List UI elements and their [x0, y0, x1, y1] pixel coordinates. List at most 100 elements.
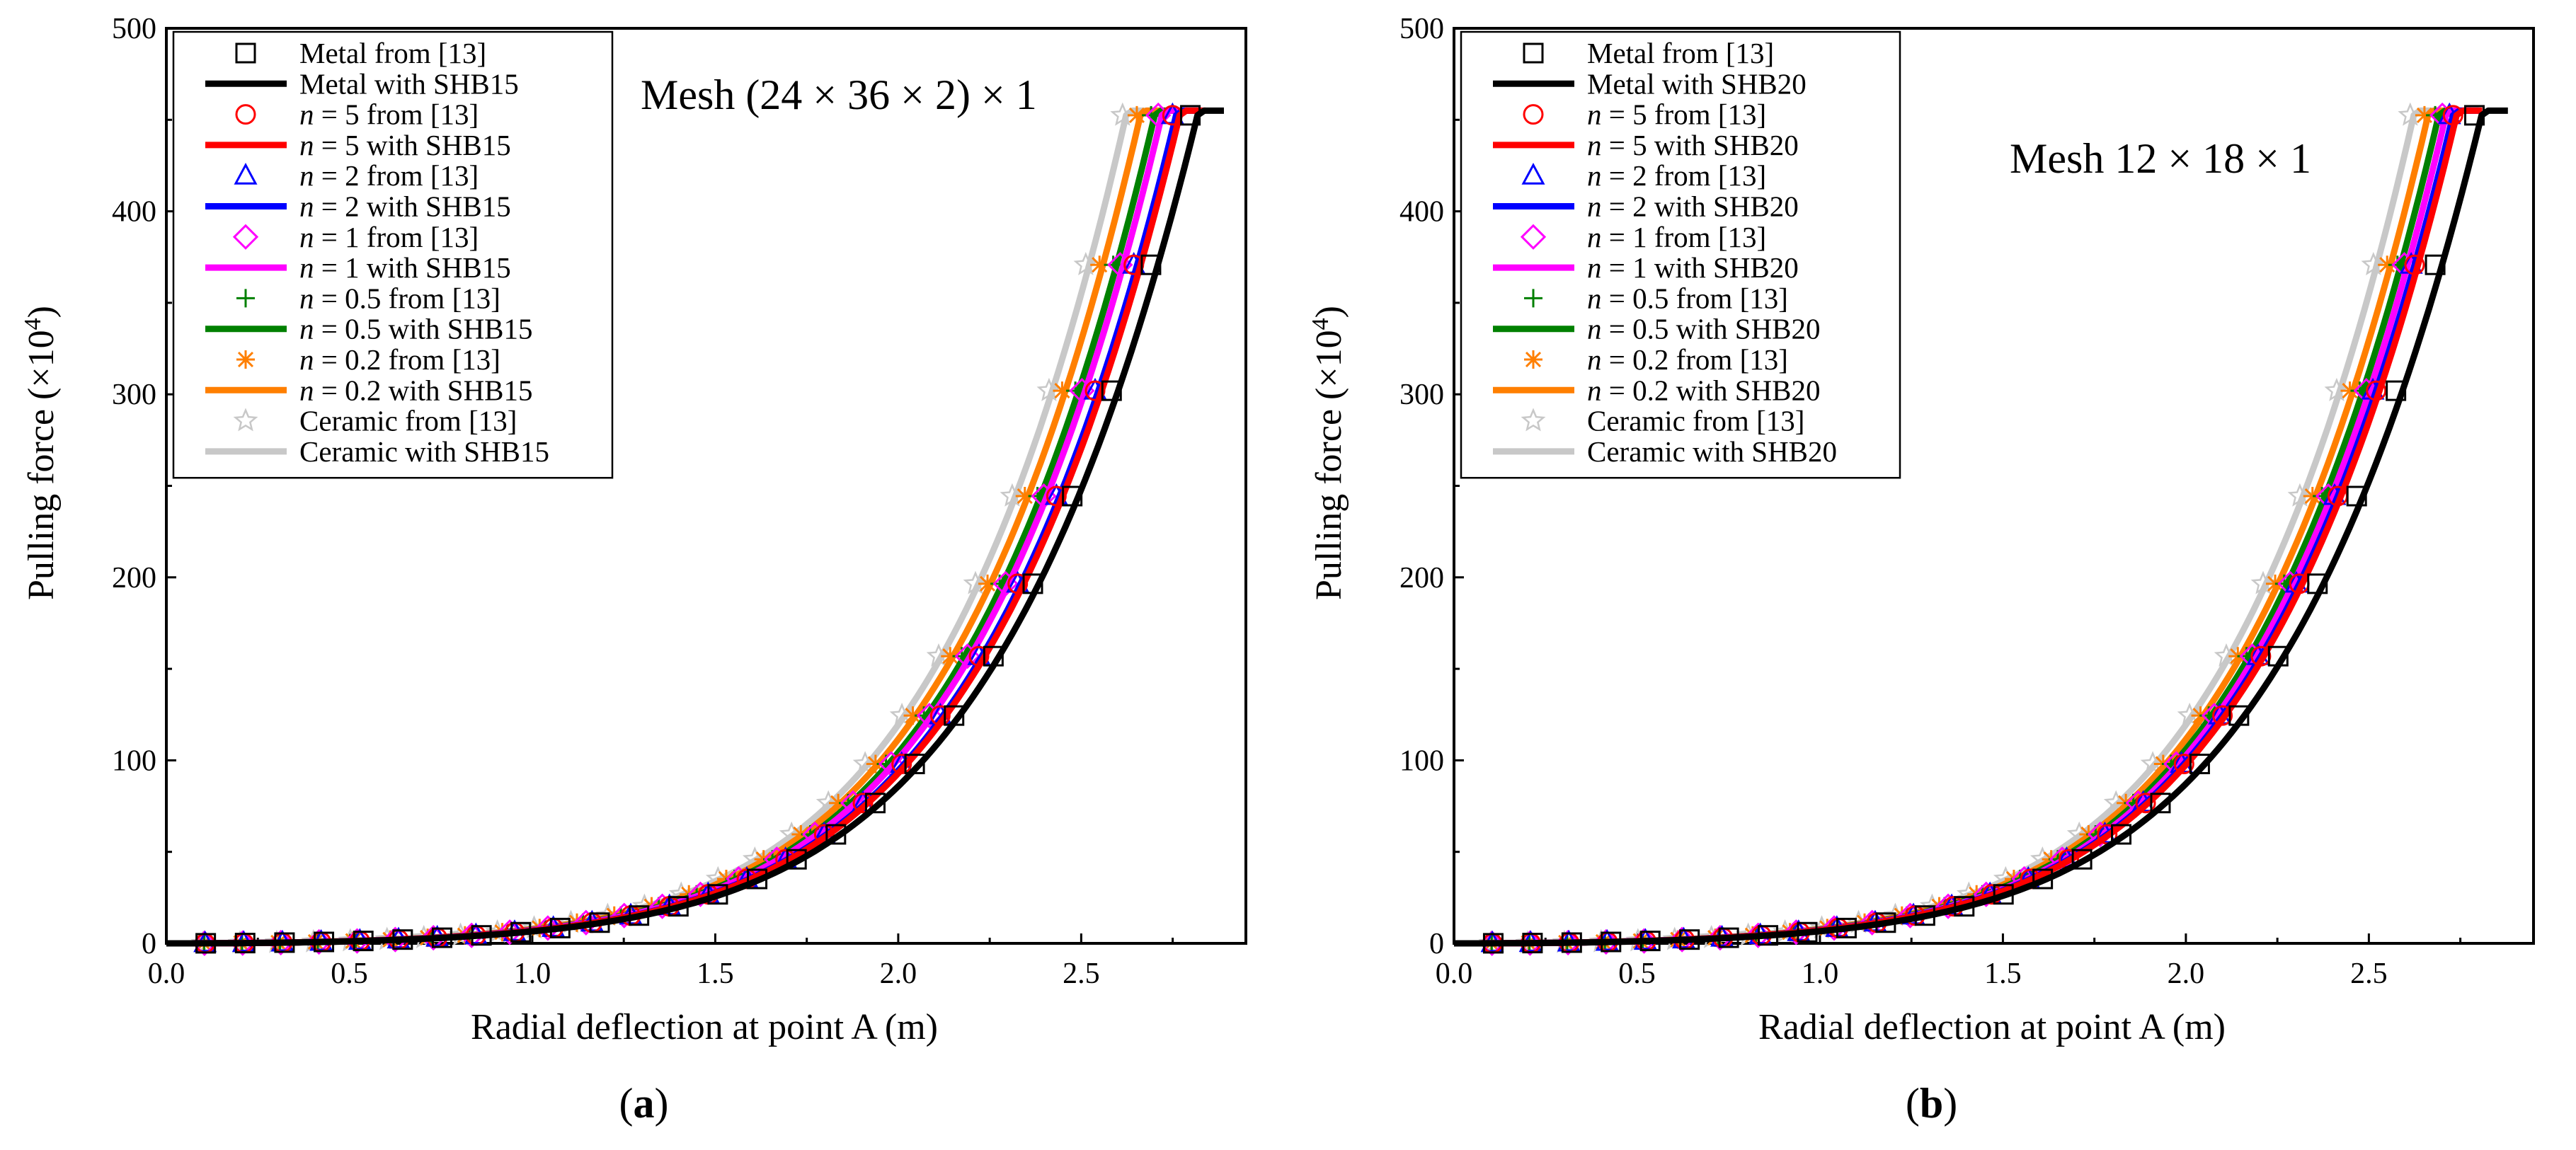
chart-a-ylabel-end: )	[21, 305, 62, 318]
chart-a-data-point	[431, 927, 452, 948]
chart-b-data-point	[1718, 927, 1739, 948]
chart-a-legend-label: Ceramic from [13]	[299, 405, 517, 437]
chart-a-legend-label: n = 0.5 from [13]	[299, 282, 500, 314]
chart-a-data-point	[264, 929, 290, 953]
chart-a-data-point	[1073, 251, 1099, 275]
caption-b-letter: b	[1919, 1080, 1944, 1127]
chart-b-series-markers-metal	[1482, 105, 2485, 954]
chart-b-data-point	[2212, 705, 2233, 726]
chart-b-x-tick-label: 1.5	[1984, 958, 2022, 990]
chart-a-data-point	[941, 647, 960, 666]
chart-a-series-markers-metal	[195, 105, 1201, 954]
chart-b-data-point	[1875, 912, 1896, 933]
chart-b-data-point	[2303, 487, 2322, 506]
chart-b-data-point	[2464, 105, 2485, 126]
chart-b-data-point	[2228, 705, 2250, 726]
chart-a-data-point	[903, 706, 922, 725]
chart-a-legend-swatch-marker	[233, 408, 258, 432]
chart-a-legend-label: Metal from [13]	[299, 37, 486, 69]
chart-b-data-point	[2366, 380, 2387, 401]
chart-b-data-point	[1482, 933, 1504, 954]
chart-b-data-point	[2415, 105, 2434, 125]
chart-a-y-tick-label: 500	[112, 13, 156, 45]
chart-b-series-line-metal	[1454, 107, 2508, 947]
chart-b-data-point	[2071, 849, 2093, 870]
chart-a-legend-swatch-marker	[236, 350, 255, 369]
chart-a-data-point	[852, 793, 874, 814]
chart-a-legend-label: n = 2 with SHB15	[299, 190, 511, 223]
chart-a-data-point	[1145, 102, 1172, 129]
caption-b: (b)	[1905, 1080, 1958, 1127]
chart-b-data-point	[2426, 105, 2445, 125]
chart-b-y-tick-label: 400	[1399, 196, 1444, 229]
chart-a-data-point	[1053, 381, 1072, 401]
chart-a-legend-label: n = 1 with SHB15	[299, 251, 511, 284]
chart-b-data-point	[1679, 929, 1700, 950]
chart-a-data-point	[904, 753, 925, 774]
chart-a-y-tick-label: 200	[112, 562, 156, 594]
chart-b-legend-label: n = 0.2 from [13]	[1587, 343, 1788, 376]
chart-b-legend-label: n = 5 with SHB20	[1587, 129, 1799, 161]
chart-a-legend-label: Ceramic with SHB15	[299, 435, 549, 468]
chart-b-legend-swatch-marker	[1523, 104, 1544, 125]
chart-panel-a: 0 100 200 300 400 500 0.0 0.5 1.0 1.5 2.0 2.5 Metal …	[19, 13, 1247, 1127]
chart-a-data-point	[1140, 254, 1162, 275]
chart-b-y-tick-label: 500	[1399, 13, 1444, 45]
chart-b-data-point	[2346, 485, 2367, 507]
chart-a-data-point	[707, 884, 728, 905]
chart-a-data-point	[791, 824, 811, 844]
chart-b-y-tick-label: 100	[1399, 744, 1444, 777]
chart-a-data-point	[1104, 255, 1123, 275]
chart-a-legend-label: n = 0.2 from [13]	[299, 343, 500, 376]
chart-a-legend-swatch-marker	[235, 42, 256, 64]
chart-b-y-tick-label: 300	[1399, 379, 1444, 411]
chart-a-y-tick-label: 100	[112, 744, 156, 777]
chart-a-legend-label: n = 0.2 with SHB15	[299, 374, 533, 406]
chart-b-x-tick-label: 0.5	[1618, 958, 1656, 990]
chart-a-series-line-metal	[166, 107, 1224, 947]
chart-a-legend-swatch-marker	[236, 289, 255, 308]
chart-b-data-point	[2340, 381, 2359, 401]
chart-a-legend-label: Metal with SHB15	[299, 67, 519, 100]
chart-b-x-tick-label: 2.5	[2350, 958, 2388, 990]
chart-b-legend-swatch-marker	[1524, 350, 1542, 369]
chart-a-ylabel-exp: 4	[19, 318, 46, 330]
chart-b-legend-swatch-marker	[1521, 163, 1545, 185]
chart-b-data-point	[2404, 254, 2425, 275]
chart-a-data-point	[1084, 380, 1106, 401]
chart-a-data-point	[534, 915, 561, 941]
chart-a-data-point	[1046, 485, 1067, 507]
chart-a-data-point	[314, 931, 335, 953]
chart-a-data-point	[274, 932, 295, 953]
chart-a-data-point	[392, 929, 413, 950]
chart-a-data-point	[573, 909, 599, 936]
chart-b-y-tick-label: 0	[1429, 928, 1444, 960]
chart-b-title: Mesh 12 × 18 × 1	[2010, 135, 2312, 182]
chart-a-data-point	[668, 896, 689, 917]
chart-a-data-point	[510, 921, 532, 943]
chart-b-data-point	[2324, 377, 2349, 401]
chart-b-data-point	[2425, 254, 2446, 275]
chart-b-data-point	[2032, 868, 2054, 890]
chart-a-data-point	[1022, 573, 1043, 594]
chart-a-data-point	[589, 912, 610, 933]
chart-b-data-point	[2388, 255, 2407, 275]
chart-a-data-point	[353, 931, 374, 952]
chart-a-data-point	[1062, 485, 1083, 507]
chart-b-data-point	[2353, 377, 2379, 404]
chart-b-x-tick-label: 0.0	[1436, 958, 1473, 990]
chart-a-data-point	[944, 705, 965, 726]
chart-a-data-point	[929, 705, 951, 726]
chart-a-x-axis-title: Radial deflection at point A (m)	[471, 1007, 938, 1047]
chart-a-data-point	[1007, 573, 1029, 594]
chart-a-data-point	[1127, 105, 1146, 125]
chart-a-data-point	[866, 754, 885, 774]
chart-b-ylabel-end: )	[1309, 305, 1350, 318]
chart-b-x-tick-label: 2.0	[2168, 958, 2205, 990]
chart-a-legend-swatch-marker	[232, 224, 259, 250]
chart-a-data-point	[1123, 254, 1145, 275]
chart-b-data-point	[1914, 905, 1935, 926]
chart-b-data-point	[2111, 824, 2132, 845]
chart-b-legend-label: n = 2 from [13]	[1587, 159, 1766, 192]
caption-a-letter: a	[633, 1080, 655, 1127]
